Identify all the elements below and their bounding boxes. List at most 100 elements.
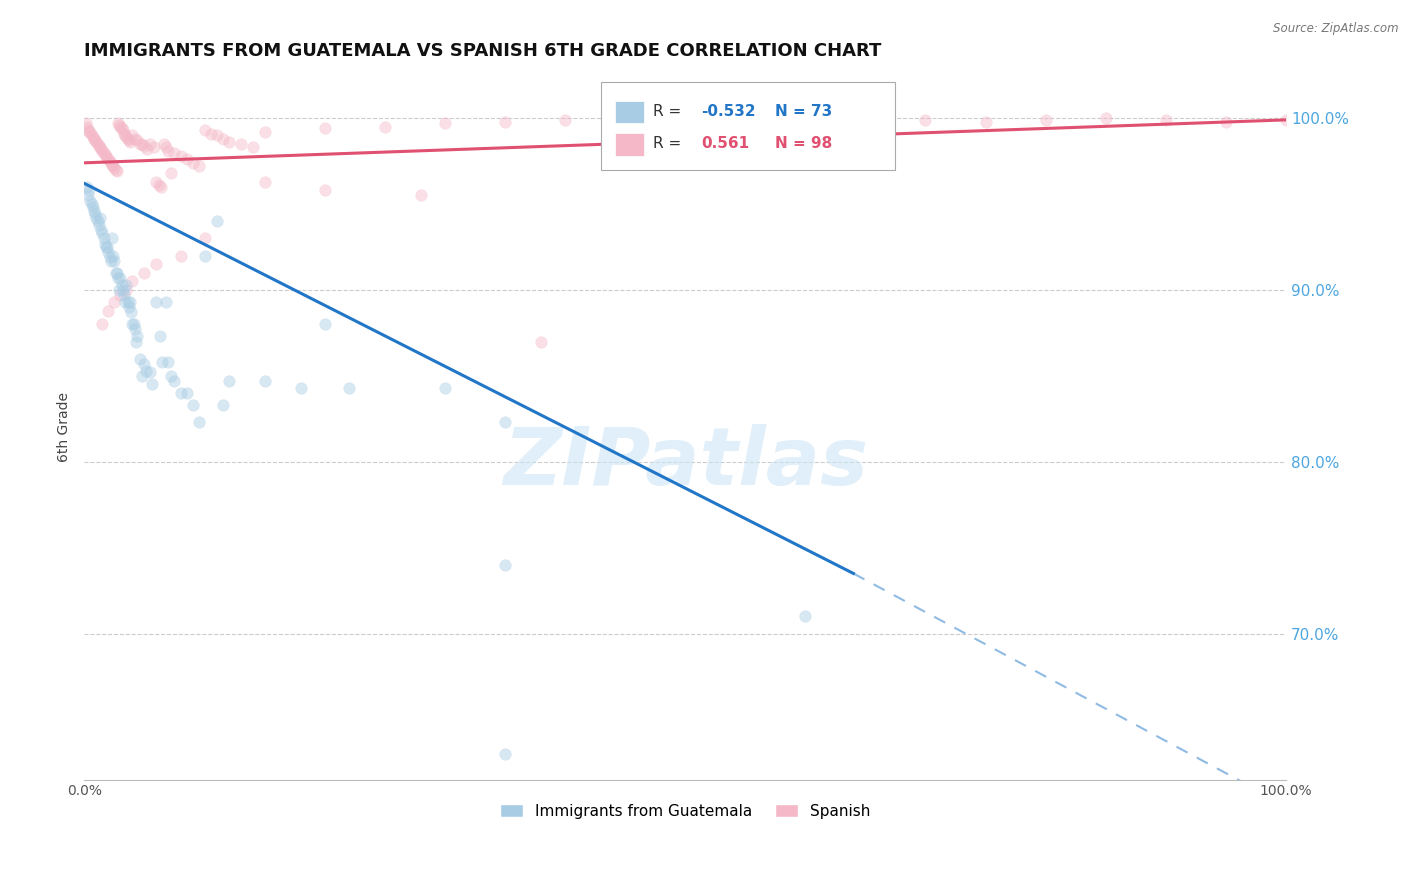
Point	[90, 142, 112, 156]
Point	[118, 300, 141, 314]
Point	[152, 355, 174, 369]
Point	[121, 128, 143, 143]
Point	[107, 116, 129, 130]
Point	[108, 283, 131, 297]
Point	[77, 183, 100, 197]
Point	[110, 271, 132, 285]
Point	[374, 120, 396, 134]
Point	[124, 322, 146, 336]
Text: 0.561: 0.561	[700, 136, 749, 151]
Point	[187, 159, 209, 173]
Point	[554, 112, 576, 127]
Point	[433, 116, 456, 130]
Point	[111, 283, 134, 297]
Point	[163, 374, 186, 388]
FancyBboxPatch shape	[616, 101, 644, 123]
Text: R =: R =	[652, 136, 686, 151]
FancyBboxPatch shape	[616, 133, 644, 155]
Point	[1094, 111, 1116, 125]
Point	[118, 295, 141, 310]
Point	[114, 128, 136, 143]
Point	[80, 197, 103, 211]
Point	[77, 123, 100, 137]
Point	[200, 127, 222, 141]
Point	[314, 183, 336, 197]
Point	[734, 111, 756, 125]
Point	[253, 125, 276, 139]
Point	[89, 211, 111, 225]
Legend: Immigrants from Guatemala, Spanish: Immigrants from Guatemala, Spanish	[494, 797, 877, 825]
Point	[148, 178, 170, 193]
Point	[94, 147, 117, 161]
Point	[614, 112, 637, 127]
Point	[253, 374, 276, 388]
Point	[143, 140, 166, 154]
Point	[160, 166, 183, 180]
Point	[107, 271, 129, 285]
Point	[76, 180, 98, 194]
Point	[104, 266, 127, 280]
Point	[82, 201, 104, 215]
Point	[253, 175, 276, 189]
Point	[530, 334, 553, 349]
Point	[187, 415, 209, 429]
Point	[134, 357, 156, 371]
Point	[124, 132, 146, 146]
Point	[1275, 112, 1298, 127]
Point	[157, 355, 180, 369]
Point	[111, 123, 134, 137]
Point	[1154, 112, 1177, 127]
Point	[141, 377, 163, 392]
Point	[79, 194, 101, 208]
Point	[193, 231, 215, 245]
Point	[101, 157, 124, 171]
Point	[105, 164, 128, 178]
Text: N = 98: N = 98	[775, 136, 832, 151]
Point	[794, 609, 817, 624]
Point	[112, 127, 135, 141]
Point	[118, 135, 141, 149]
Point	[91, 227, 114, 241]
Point	[103, 249, 125, 263]
Point	[97, 153, 120, 167]
Point	[135, 364, 157, 378]
Point	[112, 288, 135, 302]
Point	[139, 366, 162, 380]
Point	[149, 329, 172, 343]
Point	[117, 295, 139, 310]
Point	[145, 257, 167, 271]
Text: Source: ZipAtlas.com: Source: ZipAtlas.com	[1274, 22, 1399, 36]
Point	[120, 305, 142, 319]
Point	[1215, 114, 1237, 128]
Point	[103, 295, 125, 310]
Point	[145, 295, 167, 310]
Point	[176, 153, 198, 167]
Point	[152, 136, 174, 151]
Point	[77, 188, 100, 202]
Point	[673, 111, 696, 125]
Text: ZIPatlas: ZIPatlas	[503, 424, 868, 501]
Text: N = 73: N = 73	[775, 103, 832, 119]
Point	[181, 398, 204, 412]
Point	[79, 125, 101, 139]
Point	[101, 231, 124, 245]
Point	[75, 116, 97, 130]
Point	[433, 381, 456, 395]
Point	[131, 136, 153, 151]
Point	[494, 114, 516, 128]
Point	[150, 180, 173, 194]
Point	[125, 334, 148, 349]
Point	[794, 111, 817, 125]
Point	[97, 245, 120, 260]
Point	[974, 114, 997, 128]
Point	[83, 132, 105, 146]
Point	[114, 295, 136, 310]
Point	[91, 144, 114, 158]
Point	[181, 156, 204, 170]
Point	[176, 386, 198, 401]
Point	[211, 398, 233, 412]
Point	[103, 161, 125, 175]
Point	[155, 295, 177, 310]
Point	[84, 134, 107, 148]
Point	[169, 149, 191, 163]
